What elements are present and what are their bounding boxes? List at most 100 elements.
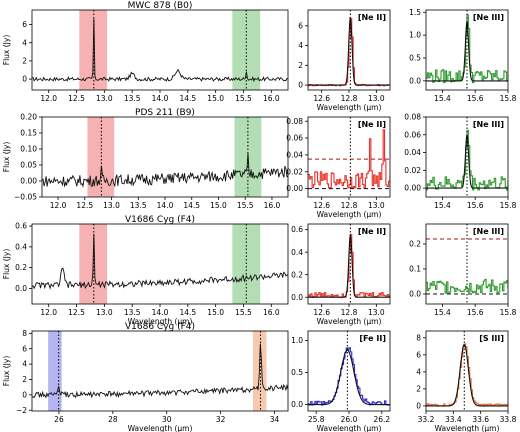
- y-tick-label: 4: [22, 38, 27, 47]
- x-tick-label: 15.6: [467, 94, 484, 103]
- panel-title: V1686 Cyg (F4): [125, 215, 195, 225]
- x-tick-label: 12.5: [68, 94, 85, 103]
- x-tick-label: 26.2: [373, 415, 390, 424]
- x-tick-label: 14.0: [152, 308, 169, 317]
- y-tick-label: 1.0: [409, 31, 421, 40]
- axes-frame: [31, 330, 289, 412]
- x-tick-label: 12.6: [313, 308, 330, 317]
- x-tick-label: 13.5: [130, 201, 147, 210]
- x-tick-label: 14.5: [183, 201, 200, 210]
- y-tick-label: 0.20: [20, 113, 37, 122]
- panel-title: V1686 Cyg (F4): [125, 322, 195, 332]
- y-tick-label: −2: [16, 406, 27, 415]
- x-tick-label: 16.0: [264, 201, 281, 210]
- y-tick-label: 0: [298, 81, 303, 90]
- panel-title: [S III]: [479, 334, 504, 343]
- y-tick-label: 0.0: [291, 400, 303, 409]
- y-tick-label: 4: [22, 360, 27, 369]
- spectrum-line: [32, 343, 288, 399]
- x-tick-label: 25.8: [308, 415, 325, 424]
- spectrum-line: [308, 129, 390, 189]
- y-tick-label: 4: [416, 367, 421, 376]
- axes-frame: [307, 330, 391, 412]
- y-tick-label: 0: [22, 75, 27, 84]
- y-tick-label: 0.04: [286, 150, 303, 159]
- x-tick-label: 12.8: [341, 94, 358, 103]
- panel-title: [Ne II]: [358, 227, 386, 236]
- x-axis-label: Wavelength (μm): [317, 317, 382, 326]
- x-tick-label: 13.0: [96, 308, 113, 317]
- panel-title: PDS 211 (B9): [135, 108, 195, 118]
- y-tick-label: 6: [298, 21, 303, 30]
- x-tick-label: 14.0: [157, 201, 174, 210]
- x-tick-label: 15.6: [467, 308, 484, 317]
- x-tick-label: 32: [216, 415, 226, 424]
- y-tick-label: 0.6: [15, 222, 27, 231]
- y-tick-label: 0.0: [15, 284, 27, 293]
- x-axis-label: Wavelength (μm): [317, 210, 382, 219]
- x-tick-label: 14.5: [179, 308, 196, 317]
- panel-p12: 33.2 33.4 33.6 33.8 0 2 4 6 8 [S III] Wavelength (…: [416, 330, 517, 432]
- y-tick-label: 0.06: [404, 130, 421, 139]
- y-tick-label: 0.00: [20, 177, 37, 186]
- x-tick-label: 13.0: [368, 201, 385, 210]
- band-blue: [48, 331, 62, 411]
- x-tick-label: 33.2: [418, 415, 435, 424]
- y-tick-label: 0.0: [291, 293, 303, 302]
- panel-title: [Ne III]: [473, 120, 504, 129]
- band-red: [87, 117, 115, 197]
- y-tick-label: 6: [22, 344, 27, 353]
- y-tick-label: 0.2: [409, 240, 421, 249]
- spectrum-line: [32, 18, 288, 83]
- y-tick-label: 0.4: [15, 242, 27, 251]
- y-tick-label: −0.05: [14, 193, 37, 202]
- y-axis-label: Flux (Jy): [2, 249, 11, 280]
- fit-curve: [308, 233, 390, 298]
- y-tick-label: 0.04: [404, 148, 421, 157]
- y-tick-label: 0: [22, 390, 27, 399]
- spectrum-line: [308, 347, 390, 406]
- x-tick-label: 15.6: [467, 201, 484, 210]
- x-tick-label: 15.4: [434, 201, 451, 210]
- x-tick-label: 34: [270, 415, 280, 424]
- y-tick-label: 0.06: [286, 134, 303, 143]
- panel-title: [Ne III]: [473, 13, 504, 22]
- x-tick-label: 12.0: [50, 201, 67, 210]
- y-tick-label: 6: [416, 350, 421, 359]
- x-tick-label: 15.0: [207, 94, 224, 103]
- spectrum-line: [426, 129, 508, 191]
- panel-p1: 12.0 12.5 13.0 13.5 14.0 14.5 15.0 15.5 16.0 0 2 4 6…: [2, 1, 289, 103]
- y-tick-label: 0.00: [286, 184, 303, 193]
- y-tick-label: 2: [22, 375, 27, 384]
- x-tick-label: 16.0: [263, 94, 280, 103]
- x-tick-label: 14.0: [152, 94, 169, 103]
- y-tick-label: 1.0: [291, 336, 303, 345]
- x-tick-label: 12.8: [341, 308, 358, 317]
- panel-title: [Ne III]: [473, 227, 504, 236]
- y-tick-label: 0.0: [409, 290, 421, 299]
- x-tick-label: 15.5: [235, 94, 252, 103]
- y-tick-label: 0.6: [291, 225, 303, 234]
- axes-frame: [425, 330, 509, 412]
- x-tick-label: 15.4: [434, 308, 451, 317]
- x-tick-label: 30: [162, 415, 172, 424]
- x-tick-label: 26.0: [341, 415, 358, 424]
- y-axis-label: Flux (Jy): [2, 35, 11, 66]
- y-tick-label: 8: [416, 333, 421, 342]
- x-tick-label: 33.8: [500, 415, 517, 424]
- y-tick-label: 1.5: [409, 8, 421, 17]
- y-tick-label: 0.08: [286, 117, 303, 126]
- y-tick-label: 0.02: [286, 167, 303, 176]
- x-axis-label: Wavelength (μm): [317, 424, 382, 432]
- y-tick-label: 0.0: [409, 76, 421, 85]
- panel-p2: 12.6 12.8 13.0 0 2 4 6 [Ne II] Wavelength (μm): [298, 9, 391, 112]
- y-tick-label: 0.02: [404, 166, 421, 175]
- x-tick-label: 15.8: [500, 308, 517, 317]
- x-tick-label: 15.0: [210, 201, 227, 210]
- fit-curve: [308, 16, 390, 86]
- fit-curve: [426, 344, 508, 407]
- y-tick-label: 6: [22, 20, 27, 29]
- y-tick-label: 0.15: [20, 129, 37, 138]
- x-axis-label: Wavelength (μm): [435, 424, 500, 432]
